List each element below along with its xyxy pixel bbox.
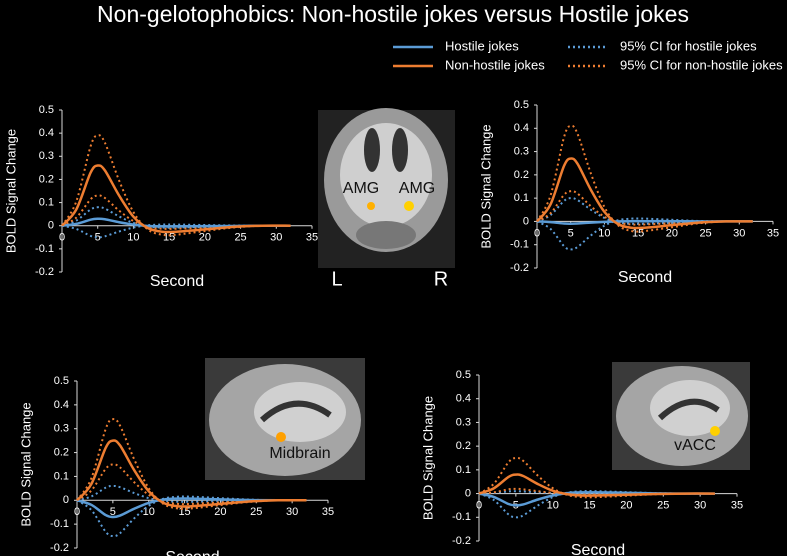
y-tick-label: 0 bbox=[465, 487, 471, 499]
x-tick-label: 10 bbox=[547, 499, 559, 511]
x-axis-label: Second bbox=[165, 549, 219, 556]
x-tick-label: 35 bbox=[322, 506, 334, 518]
y-tick-label: -0.1 bbox=[452, 511, 471, 523]
x-tick-label: 15 bbox=[163, 232, 175, 244]
y-tick-label: -0.2 bbox=[35, 266, 54, 278]
x-tick-label: 15 bbox=[583, 499, 595, 511]
x-tick-label: 0 bbox=[59, 232, 65, 244]
region-label: vACC bbox=[674, 437, 716, 454]
x-tick-label: 10 bbox=[127, 232, 139, 244]
x-tick-label: 30 bbox=[733, 227, 745, 239]
x-tick-label: 0 bbox=[74, 506, 80, 518]
x-tick-label: 0 bbox=[534, 227, 540, 239]
y-tick-label: 0 bbox=[63, 494, 69, 506]
y-tick-label: 0.2 bbox=[514, 169, 529, 181]
region-label: AMG bbox=[343, 180, 379, 197]
ci-line bbox=[61, 223, 291, 239]
y-tick-label: 0.5 bbox=[514, 99, 529, 111]
x-tick-label: 5 bbox=[110, 506, 116, 518]
figure-title: Non-gelotophobics: Non-hostile jokes ver… bbox=[97, 1, 689, 27]
y-tick-label: 0.1 bbox=[456, 464, 471, 476]
y-tick-label: 0.5 bbox=[54, 375, 69, 387]
x-tick-label: 30 bbox=[694, 499, 706, 511]
y-axis-label: BOLD Signal Change bbox=[420, 396, 435, 520]
y-tick-label: -0.1 bbox=[510, 239, 529, 251]
y-tick-label: 0.2 bbox=[456, 440, 471, 452]
side-label: L bbox=[331, 268, 342, 290]
y-tick-label: 0 bbox=[48, 220, 54, 232]
side-label: R bbox=[434, 268, 448, 290]
y-axis-label: BOLD Signal Change bbox=[478, 124, 493, 248]
x-tick-label: 35 bbox=[731, 499, 743, 511]
legend-label: 95% CI for non-hostile jokes bbox=[620, 57, 783, 72]
y-tick-label: -0.1 bbox=[50, 518, 69, 530]
mean-line bbox=[76, 497, 307, 519]
x-tick-label: 35 bbox=[767, 227, 779, 239]
y-tick-label: -0.1 bbox=[35, 243, 54, 255]
x-tick-label: 5 bbox=[568, 227, 574, 239]
x-axis-label: Second bbox=[571, 542, 625, 556]
y-axis-label: BOLD Signal Change bbox=[18, 402, 33, 526]
y-axis-label: BOLD Signal Change bbox=[3, 129, 18, 253]
y-tick-label: 0.4 bbox=[39, 127, 54, 139]
mean-line bbox=[536, 219, 753, 226]
y-tick-label: -0.2 bbox=[50, 542, 69, 554]
y-tick-label: 0.3 bbox=[456, 416, 471, 428]
x-axis-label: Second bbox=[150, 273, 204, 290]
y-tick-label: 0.3 bbox=[514, 145, 529, 157]
mean-line bbox=[76, 439, 307, 508]
y-tick-label: 0.4 bbox=[54, 399, 69, 411]
x-axis-label: Second bbox=[618, 269, 672, 286]
x-tick-label: 30 bbox=[286, 506, 298, 518]
y-tick-label: -0.2 bbox=[452, 535, 471, 547]
brain-coronal bbox=[318, 108, 455, 268]
brain-sagittal bbox=[612, 362, 750, 470]
brain-sagittal bbox=[205, 358, 365, 480]
x-tick-label: 25 bbox=[250, 506, 262, 518]
x-tick-label: 5 bbox=[95, 232, 101, 244]
y-tick-label: 0.3 bbox=[39, 150, 54, 162]
ci-line bbox=[536, 197, 753, 225]
y-tick-label: 0.1 bbox=[39, 196, 54, 208]
x-tick-label: 25 bbox=[657, 499, 669, 511]
x-tick-label: 15 bbox=[178, 506, 190, 518]
region-label: AMG bbox=[399, 180, 435, 197]
x-tick-label: 30 bbox=[270, 232, 282, 244]
legend-label: Non-hostile jokes bbox=[445, 57, 545, 72]
legend-label: Hostile jokes bbox=[445, 38, 519, 53]
x-tick-label: 10 bbox=[598, 227, 610, 239]
x-tick-label: 0 bbox=[476, 499, 482, 511]
y-tick-label: 0.2 bbox=[39, 173, 54, 185]
y-tick-label: 0.2 bbox=[54, 446, 69, 458]
y-tick-label: 0.1 bbox=[514, 192, 529, 204]
y-tick-label: 0.5 bbox=[39, 104, 54, 116]
mean-line bbox=[61, 164, 291, 234]
y-tick-label: 0.4 bbox=[514, 122, 529, 134]
region-label: Midbrain bbox=[269, 445, 330, 462]
x-tick-label: 25 bbox=[699, 227, 711, 239]
mean-line bbox=[478, 473, 715, 497]
y-tick-label: 0 bbox=[523, 215, 529, 227]
x-tick-label: 25 bbox=[234, 232, 246, 244]
y-tick-label: 0.1 bbox=[54, 470, 69, 482]
y-tick-label: 0.5 bbox=[456, 369, 471, 381]
x-tick-label: 20 bbox=[214, 506, 226, 518]
legend-label: 95% CI for hostile jokes bbox=[620, 38, 757, 53]
x-tick-label: 20 bbox=[666, 227, 678, 239]
y-tick-label: 0.4 bbox=[456, 393, 471, 405]
y-tick-label: 0.3 bbox=[54, 423, 69, 435]
x-tick-label: 20 bbox=[199, 232, 211, 244]
mean-line bbox=[536, 157, 753, 230]
x-tick-label: 20 bbox=[620, 499, 632, 511]
x-tick-label: 35 bbox=[306, 232, 318, 244]
y-tick-label: -0.2 bbox=[510, 262, 529, 274]
